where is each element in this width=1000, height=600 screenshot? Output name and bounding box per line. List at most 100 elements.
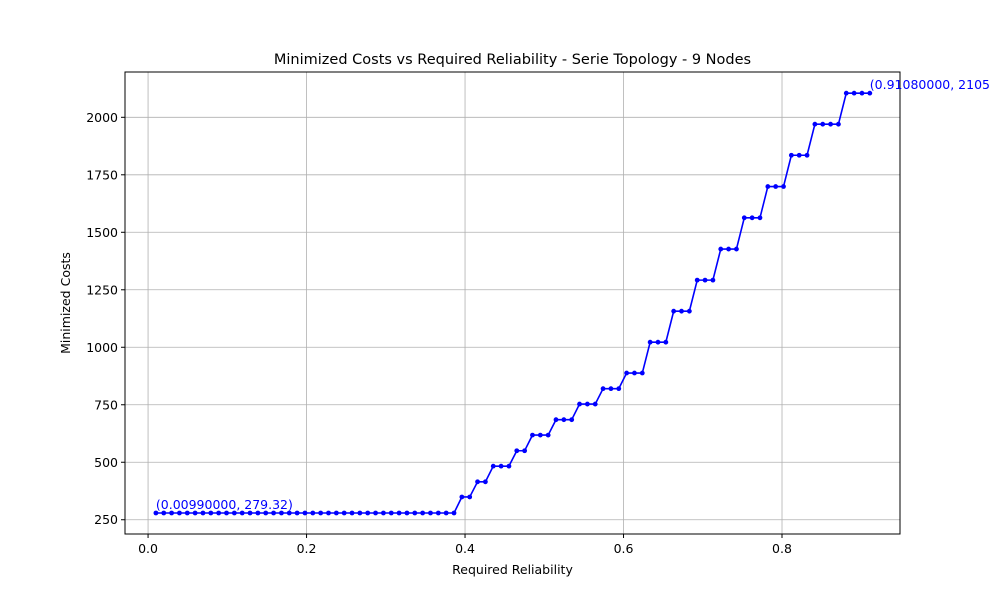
data-point (765, 184, 771, 189)
data-point (239, 510, 245, 516)
data-point (639, 370, 645, 376)
data-point (482, 479, 488, 485)
data-point (318, 510, 324, 516)
data-point (530, 432, 535, 438)
data-point (310, 510, 316, 516)
data-point (294, 510, 300, 516)
y-axis-label: Minimized Costs (58, 252, 73, 354)
y-tick-label: 1500 (86, 225, 118, 240)
x-tick-label: 0.0 (138, 541, 158, 556)
data-point (341, 510, 347, 516)
data-point (396, 510, 402, 516)
data-point (553, 417, 559, 423)
data-point (169, 510, 174, 516)
data-point (420, 510, 426, 516)
data-point (184, 510, 190, 516)
data-point (231, 510, 237, 516)
data-point (365, 510, 371, 516)
data-point (592, 401, 598, 407)
data-point (647, 339, 653, 345)
data-point (757, 215, 763, 221)
data-point (867, 90, 873, 96)
data-point (561, 417, 567, 423)
tick-layer: 0.0 0.2 0.4 0.6 0.8 250 500 750 1000 1250 1500 1750… (86, 110, 792, 556)
data-point (655, 339, 661, 345)
series-layer (153, 90, 873, 516)
data-point (255, 510, 261, 516)
data-point (702, 277, 708, 283)
y-tick-label: 750 (94, 397, 118, 412)
data-point (514, 448, 520, 454)
y-tick-label: 2000 (86, 110, 118, 125)
data-point (200, 510, 206, 516)
data-point (428, 510, 433, 516)
point-annotation: (0.91080000, 2105 (870, 77, 990, 92)
data-point (686, 308, 692, 314)
x-axis-label: Required Reliability (452, 562, 573, 577)
x-tick-label: 0.4 (455, 541, 475, 556)
data-point (522, 448, 528, 454)
x-tick-label: 0.6 (614, 541, 634, 556)
data-point (710, 277, 716, 283)
y-tick-label: 250 (94, 512, 118, 527)
data-point (804, 152, 810, 158)
annotation-layer: (0.00990000, 279.32) (0.91080000, 2105 (156, 77, 990, 512)
grid-layer (125, 72, 900, 534)
data-point (177, 510, 182, 516)
data-point (357, 510, 363, 516)
data-point (302, 510, 308, 516)
data-point (506, 463, 512, 469)
data-point (412, 510, 418, 516)
data-point (326, 510, 331, 516)
data-point (545, 432, 551, 438)
data-point (349, 510, 355, 516)
plot-frame (124, 71, 901, 535)
data-point (192, 510, 198, 516)
y-tick-label: 500 (94, 455, 118, 470)
data-point (843, 90, 849, 96)
data-point (726, 246, 731, 252)
data-point (208, 510, 214, 516)
data-point (498, 463, 504, 469)
data-point (569, 417, 575, 423)
data-point (224, 510, 229, 516)
data-point (741, 215, 747, 221)
data-point (584, 401, 590, 407)
data-point (663, 339, 669, 345)
data-point (679, 308, 684, 314)
data-point (608, 386, 614, 392)
data-point (459, 494, 465, 500)
data-point (859, 90, 865, 96)
data-point (718, 246, 724, 252)
data-point (781, 184, 786, 189)
data-point (577, 401, 582, 407)
data-point (490, 463, 496, 469)
y-tick-label: 1000 (86, 340, 118, 355)
chart-title: Minimized Costs vs Required Reliability … (274, 52, 751, 68)
data-point (828, 121, 833, 127)
data-point (851, 90, 857, 96)
data-point (451, 510, 457, 516)
data-point (537, 432, 543, 438)
data-point (773, 184, 779, 189)
data-point (467, 494, 473, 500)
data-point (333, 510, 339, 516)
data-point (153, 510, 159, 516)
data-point (694, 277, 700, 283)
series-line (155, 92, 870, 514)
data-point (616, 386, 622, 392)
data-point (373, 510, 378, 516)
data-point (788, 152, 794, 158)
data-point (279, 510, 284, 516)
y-tick-label: 1250 (86, 282, 118, 297)
data-point (671, 308, 677, 314)
data-point (632, 370, 637, 376)
x-tick-label: 0.8 (772, 541, 792, 556)
data-point (443, 510, 449, 516)
data-point (404, 510, 410, 516)
data-point (247, 510, 253, 516)
data-point (381, 510, 386, 516)
data-point (624, 370, 630, 376)
data-point (388, 510, 394, 516)
